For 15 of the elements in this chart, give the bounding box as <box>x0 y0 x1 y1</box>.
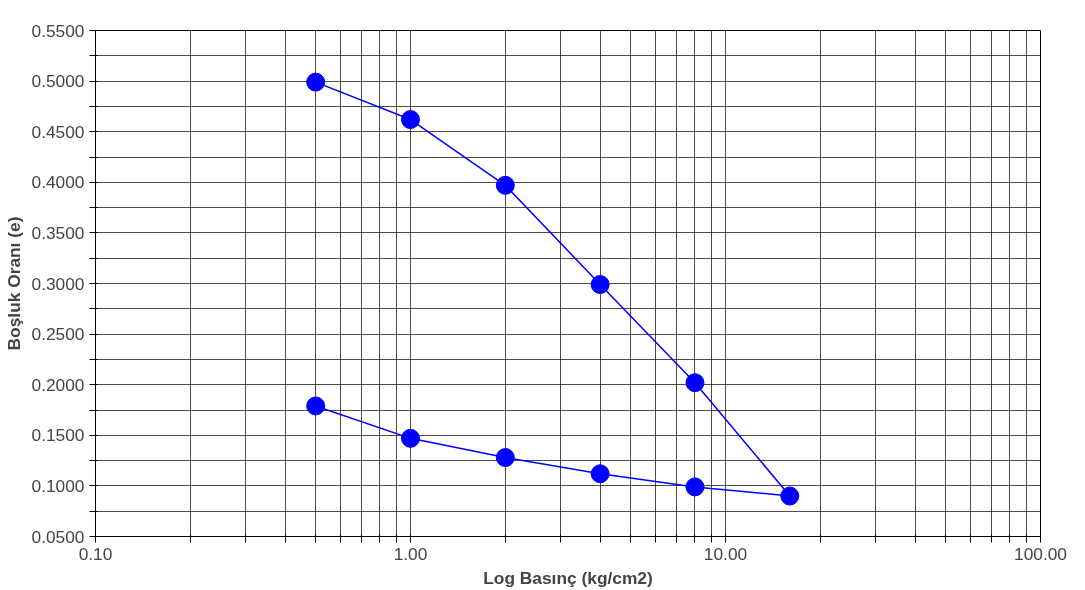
y-tick-label: 0.1500 <box>31 425 85 446</box>
y-tick-label: 0.2500 <box>31 324 85 345</box>
x-tick-label: 100.00 <box>1014 543 1067 564</box>
y-tick-label: 0.5500 <box>31 20 85 41</box>
x-axis-title: Log Basınç (kg/cm2) <box>483 567 653 588</box>
y-tick-label: 0.4500 <box>31 121 85 142</box>
y-axis-title: Boşluk Oranı (e) <box>3 216 24 351</box>
y-tick-label: 0.3000 <box>31 273 85 294</box>
y-tick-label: 0.1000 <box>31 475 85 496</box>
x-tick-label: 10.00 <box>703 543 748 564</box>
y-tick-label: 0.5000 <box>31 71 85 92</box>
y-tick-label: 0.4000 <box>31 172 85 193</box>
x-tick-label: 1.00 <box>393 543 428 564</box>
y-tick-label: 0.3500 <box>31 222 85 243</box>
y-tick-label: 0.2000 <box>31 374 85 395</box>
